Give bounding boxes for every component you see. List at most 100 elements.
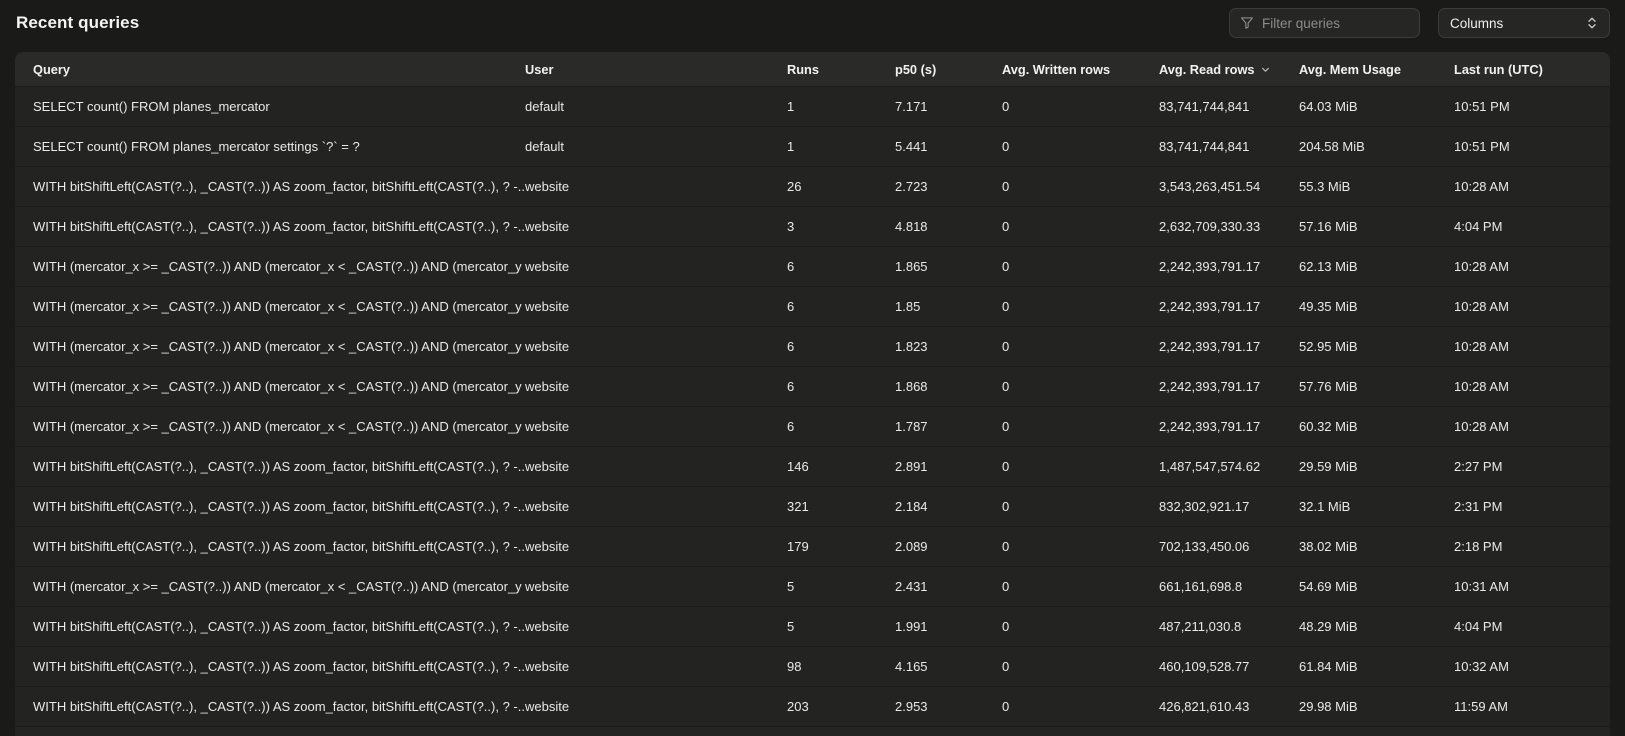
cell-avg_written_rows: 0 [1002,339,1010,354]
cell-last_run: 10:51 PM [1454,139,1510,154]
table-row[interactable]: SELECT count() FROM planes_mercator defau… [15,86,1610,126]
cell-avg_read_rows: 2,632,709,330.33 [1159,219,1261,234]
cell-query: WITH (mercator_x >= _CAST(?..)) AND (mer… [33,339,525,354]
cell-runs: 98 [787,659,802,674]
cell-query: WITH bitShiftLeft(CAST(?..), _CAST(?..))… [33,619,525,634]
cell-avg_written_rows: 0 [1002,259,1010,274]
table-body: SELECT count() FROM planes_mercator defau… [15,86,1610,726]
cell-p50: 4.818 [895,219,928,234]
cell-p50: 2.723 [895,179,928,194]
cell-avg_mem_usage: 29.59 MiB [1299,459,1358,474]
cell-last_run: 10:32 AM [1454,659,1509,674]
column-header-avg_read_rows[interactable]: Avg. Read rows [1159,62,1299,77]
cell-p50: 1.85 [895,299,921,314]
cell-avg_mem_usage: 204.58 MiB [1299,139,1365,154]
filter-queries-placeholder: Filter queries [1262,15,1341,31]
cell-user: website [525,339,570,354]
cell-avg_mem_usage: 62.13 MiB [1299,259,1358,274]
cell-avg_mem_usage: 38.02 MiB [1299,539,1358,554]
cell-avg_read_rows: 487,211,030.8 [1159,619,1242,634]
cell-p50: 2.089 [895,539,928,554]
cell-avg_mem_usage: 54.69 MiB [1299,579,1358,594]
cell-query: WITH (mercator_x >= _CAST(?..)) AND (mer… [33,259,525,274]
column-header-p50[interactable]: p50 (s) [895,61,937,77]
table-row[interactable]: SELECT count() FROM planes_mercator sett… [15,126,1610,166]
cell-runs: 146 [787,459,809,474]
cell-user: website [525,379,570,394]
cell-avg_mem_usage: 64.03 MiB [1299,99,1358,114]
table-row[interactable]: WITH (mercator_x >= _CAST(?..)) AND (mer… [15,566,1610,606]
cell-avg_read_rows: 832,302,921.17 [1159,499,1250,514]
cell-query: WITH bitShiftLeft(CAST(?..), _CAST(?..))… [33,219,525,234]
cell-user: website [525,259,570,274]
table-row[interactable]: WITH bitShiftLeft(CAST(?..), _CAST(?..))… [15,206,1610,246]
cell-p50: 7.171 [895,99,928,114]
cell-p50: 1.823 [895,339,928,354]
table-row[interactable]: WITH (mercator_x >= _CAST(?..)) AND (mer… [15,406,1610,446]
cell-p50: 1.868 [895,379,928,394]
cell-user: website [525,459,570,474]
cell-runs: 3 [787,219,795,234]
columns-dropdown[interactable]: Columns [1438,8,1610,38]
cell-avg_read_rows: 2,242,393,791.17 [1159,419,1261,434]
column-header-user[interactable]: User [525,61,554,77]
cell-last_run: 10:31 AM [1454,579,1509,594]
cell-avg_read_rows: 83,741,744,841 [1159,139,1250,154]
cell-p50: 5.441 [895,139,928,154]
cell-p50: 1.865 [895,259,928,274]
cell-user: website [525,659,570,674]
cell-query: WITH bitShiftLeft(CAST(?..), _CAST(?..))… [33,459,525,474]
table-row[interactable]: WITH (mercator_x >= _CAST(?..)) AND (mer… [15,286,1610,326]
cell-p50: 2.953 [895,699,928,714]
cell-query: WITH (mercator_x >= _CAST(?..)) AND (mer… [33,299,525,314]
column-header-last_run[interactable]: Last run (UTC) [1454,61,1543,77]
cell-user: website [525,499,570,514]
cell-query: WITH bitShiftLeft(CAST(?..), _CAST(?..))… [33,699,525,714]
cell-avg_mem_usage: 55.3 MiB [1299,179,1351,194]
cell-last_run: 10:51 PM [1454,99,1510,114]
cell-query: WITH (mercator_x >= _CAST(?..)) AND (mer… [33,379,525,394]
table-row[interactable]: WITH (mercator_x >= _CAST(?..)) AND (mer… [15,326,1610,366]
cell-runs: 1 [787,139,795,154]
table-row[interactable]: WITH bitShiftLeft(CAST(?..), _CAST(?..))… [15,526,1610,566]
cell-avg_written_rows: 0 [1002,699,1010,714]
column-header-avg_written_rows[interactable]: Avg. Written rows [1002,61,1111,77]
column-header-avg_mem_usage[interactable]: Avg. Mem Usage [1299,61,1401,77]
cell-query: WITH (mercator_x >= _CAST(?..)) AND (mer… [33,419,525,434]
table-row[interactable]: WITH bitShiftLeft(CAST(?..), _CAST(?..))… [15,486,1610,526]
column-header-runs[interactable]: Runs [787,61,819,77]
table-row[interactable]: WITH bitShiftLeft(CAST(?..), _CAST(?..))… [15,166,1610,206]
cell-last_run: 2:31 PM [1454,499,1503,514]
cell-avg_written_rows: 0 [1002,99,1010,114]
cell-last_run: 4:04 PM [1454,619,1503,634]
filter-queries-input[interactable]: Filter queries [1229,8,1420,38]
cell-avg_read_rows: 2,242,393,791.17 [1159,259,1261,274]
cell-query: WITH bitShiftLeft(CAST(?..), _CAST(?..))… [33,539,525,554]
cell-query: SELECT count() FROM planes_mercator sett… [33,139,360,154]
cell-avg_written_rows: 0 [1002,299,1010,314]
sort-chevron-down-icon[interactable] [1260,64,1271,75]
table-row[interactable]: WITH (mercator_x >= _CAST(?..)) AND (mer… [15,246,1610,286]
recent-queries-table: Query User Runs p50 (s) Avg. Written rows Avg… [15,52,1610,736]
cell-last_run: 4:04 PM [1454,219,1503,234]
cell-avg_read_rows: 3,543,263,451.54 [1159,179,1261,194]
cell-last_run: 10:28 AM [1454,379,1509,394]
cell-last_run: 10:28 AM [1454,419,1509,434]
table-row[interactable]: WITH bitShiftLeft(CAST(?..), _CAST(?..))… [15,686,1610,726]
cell-runs: 321 [787,499,809,514]
cell-runs: 1 [787,99,795,114]
cell-user: default [525,139,565,154]
table-row[interactable]: WITH bitShiftLeft(CAST(?..), _CAST(?..))… [15,646,1610,686]
cell-user: website [525,579,570,594]
table-row[interactable]: WITH bitShiftLeft(CAST(?..), _CAST(?..))… [15,446,1610,486]
table-row[interactable]: WITH (mercator_x >= _CAST(?..)) AND (mer… [15,366,1610,406]
table-row[interactable]: WITH bitShiftLeft(CAST(?..), _CAST(?..))… [15,606,1610,646]
cell-runs: 6 [787,339,795,354]
table-header-row: Query User Runs p50 (s) Avg. Written rows Avg… [15,52,1610,86]
cell-user: website [525,219,570,234]
cell-user: default [525,99,565,114]
cell-avg_written_rows: 0 [1002,619,1010,634]
column-header-query[interactable]: Query [33,61,70,77]
cell-avg_written_rows: 0 [1002,459,1010,474]
